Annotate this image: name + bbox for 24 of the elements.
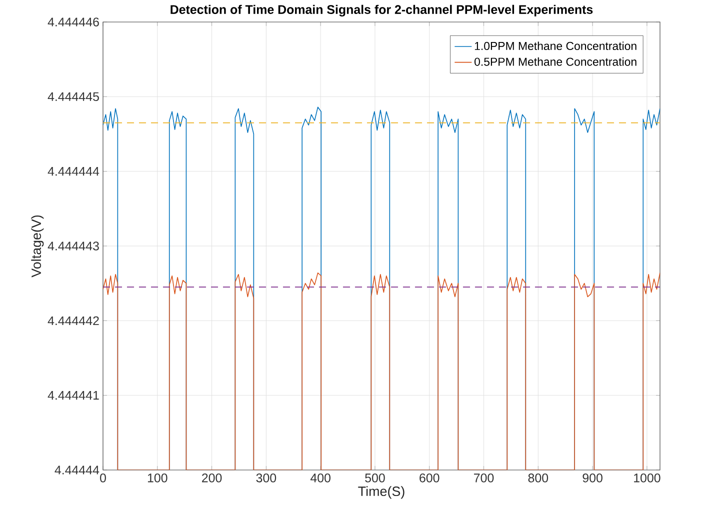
y-tick-label: 4.44444 <box>54 466 100 474</box>
legend-label: 1.0PPM Methane Concentration <box>474 42 636 50</box>
y-tick-label: 4.444441 <box>48 391 99 400</box>
y-tick-label: 4.444443 <box>48 242 99 250</box>
y-tick-label: 4.444442 <box>48 316 99 326</box>
legend-label: 0.5PPM Methane Concentration <box>474 57 636 66</box>
x-tick-label: 1000 <box>634 474 660 482</box>
x-tick-label: 900 <box>582 474 602 482</box>
x-tick-label: 700 <box>474 474 494 482</box>
x-tick-label: 300 <box>256 474 276 482</box>
x-tick-label: 400 <box>310 474 330 482</box>
x-tick-label: 200 <box>202 474 222 482</box>
y-tick-label: 4.444446 <box>48 18 99 26</box>
line-series <box>103 272 660 470</box>
x-tick-label: 0 <box>100 474 106 482</box>
y-axis-title: Voltage(V) <box>31 215 44 278</box>
x-tick-label: 500 <box>365 474 385 482</box>
x-tick-label: 100 <box>148 474 168 482</box>
x-tick-label: 600 <box>420 474 440 482</box>
x-axis-title: Time(S) <box>358 486 404 499</box>
x-tick-label: 800 <box>528 474 548 482</box>
y-tick-label: 4.444444 <box>48 167 100 176</box>
y-tick-label: 4.444445 <box>48 92 99 102</box>
chart-title: Detection of Time Domain Signals for 2-channel PPM-level Experiments <box>170 4 593 16</box>
